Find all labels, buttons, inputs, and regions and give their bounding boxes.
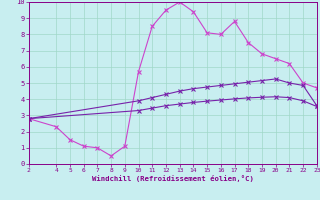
X-axis label: Windchill (Refroidissement éolien,°C): Windchill (Refroidissement éolien,°C) (92, 175, 254, 182)
